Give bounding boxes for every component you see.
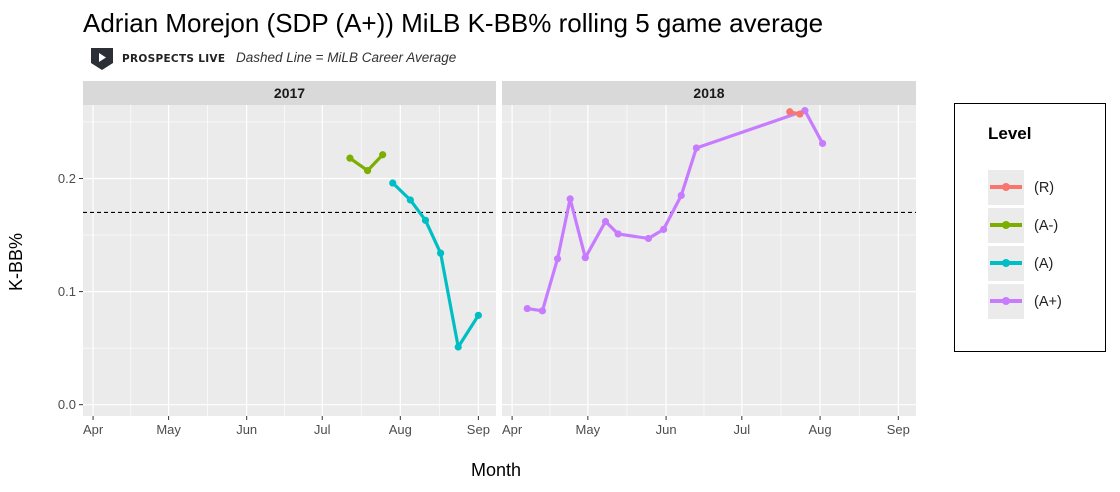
data-point — [346, 154, 354, 162]
legend-key — [988, 284, 1024, 319]
facet-strip — [502, 81, 916, 105]
facet-label: 2017 — [274, 85, 305, 101]
y-axis-title: K-BB% — [6, 233, 26, 291]
x-tick-label: Jun — [236, 422, 257, 437]
data-point — [566, 195, 574, 203]
chart-caption: Dashed Line = MiLB Career Average — [236, 50, 457, 65]
data-point — [523, 304, 531, 313]
brand-name: PROSPECTS LIVE — [122, 53, 226, 65]
x-tick-label: Jun — [656, 422, 677, 437]
data-point — [389, 179, 397, 187]
facet-label: 2018 — [693, 85, 724, 101]
legend-title: Level — [988, 124, 1032, 143]
data-point — [379, 151, 387, 159]
legend-label: (R) — [1034, 179, 1055, 196]
data-point — [659, 225, 668, 233]
chart-title: Adrian Morejon (SDP (A+)) MiLB K-BB% rol… — [83, 8, 824, 38]
data-point — [538, 307, 546, 315]
legend-item: (A+) — [988, 284, 1062, 319]
legend-key — [988, 246, 1024, 281]
data-point — [677, 191, 685, 200]
x-tick-label: Apr — [502, 422, 523, 437]
data-point — [553, 255, 562, 263]
legend-label: (A) — [1034, 255, 1054, 272]
data-point — [692, 144, 700, 152]
legend-item: (A) — [988, 246, 1053, 281]
legend-key — [988, 208, 1024, 243]
data-point — [601, 217, 610, 226]
x-axis-title: Month — [471, 460, 521, 480]
y-tick-label: 0.0 — [58, 397, 76, 412]
data-point — [454, 343, 462, 351]
data-point — [421, 216, 430, 224]
x-tick-label: Jul — [314, 422, 331, 437]
data-point — [818, 139, 827, 148]
legend: Level (R) (A-) (A) (A+) — [954, 103, 1106, 352]
x-tick-label: Sep — [887, 422, 910, 437]
data-point — [406, 196, 414, 204]
data-point — [436, 249, 445, 257]
y-tick-label: 0.1 — [58, 284, 76, 299]
legend-label: (A+) — [1034, 293, 1062, 310]
plot-panel — [502, 105, 916, 416]
x-tick-label: May — [156, 422, 181, 437]
legend-label: (A-) — [1034, 217, 1059, 234]
x-tick-label: Apr — [83, 422, 104, 437]
x-tick-label: May — [576, 422, 601, 437]
series-line — [391, 181, 480, 349]
plot-panel — [83, 105, 496, 416]
data-point — [644, 234, 653, 243]
legend-key — [988, 170, 1024, 205]
data-point — [614, 230, 622, 238]
data-point — [801, 107, 809, 115]
x-tick-label: Sep — [467, 422, 490, 437]
facet-strip — [83, 81, 496, 105]
data-point — [796, 110, 804, 118]
brand-logo: PROSPECTS LIVE — [91, 48, 225, 70]
data-point — [581, 254, 589, 262]
data-point — [363, 166, 372, 175]
legend-item: (R) — [988, 170, 1054, 205]
y-tick-label: 0.2 — [58, 171, 76, 186]
x-tick-label: Jul — [734, 422, 751, 437]
legend-item: (A-) — [988, 208, 1058, 243]
x-tick-label: Aug — [389, 422, 412, 437]
play-pennant-icon — [91, 48, 113, 70]
data-point — [474, 311, 482, 319]
x-tick-label: Aug — [809, 422, 832, 437]
data-point — [786, 108, 794, 116]
